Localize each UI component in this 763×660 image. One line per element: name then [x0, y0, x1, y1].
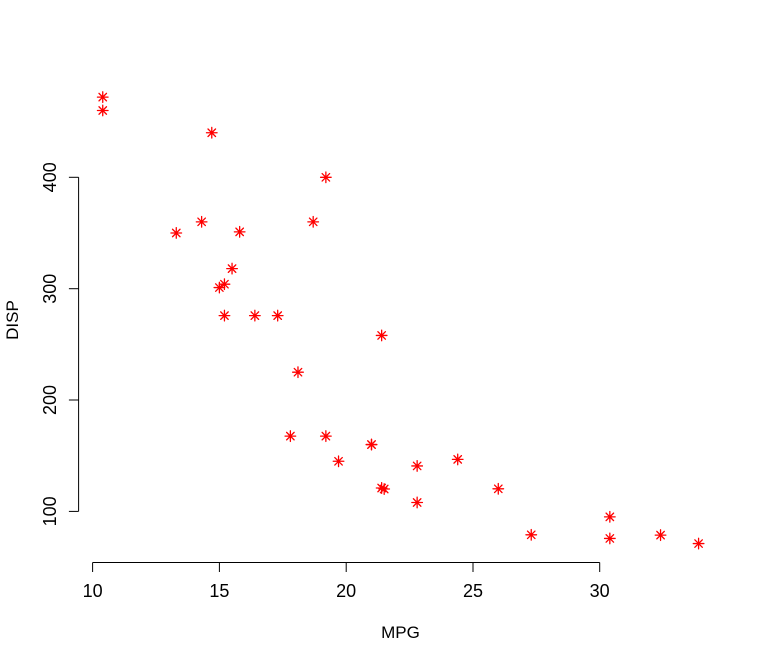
svg-text:DISP: DISP [3, 300, 22, 340]
svg-text:20: 20 [336, 581, 356, 601]
svg-text:200: 200 [40, 385, 60, 415]
svg-text:25: 25 [463, 581, 483, 601]
svg-text:15: 15 [209, 581, 229, 601]
svg-text:MPG: MPG [381, 623, 420, 642]
svg-text:30: 30 [590, 581, 610, 601]
svg-text:300: 300 [40, 274, 60, 304]
svg-text:100: 100 [40, 496, 60, 526]
svg-text:400: 400 [40, 162, 60, 192]
svg-text:10: 10 [83, 581, 103, 601]
